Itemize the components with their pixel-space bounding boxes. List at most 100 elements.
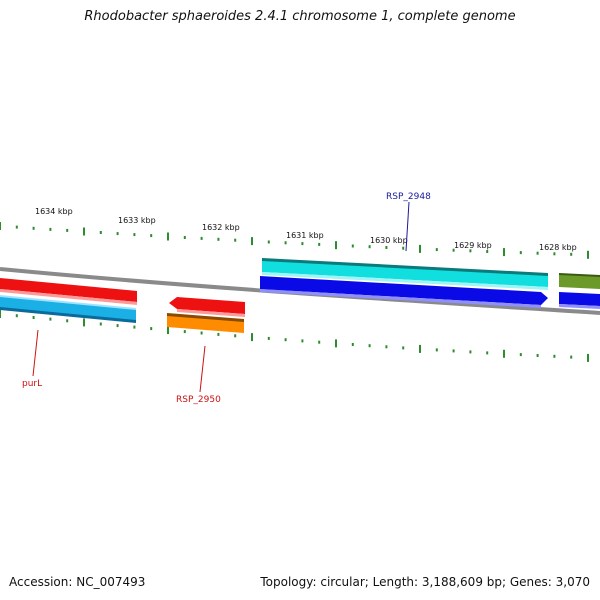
leader-purL xyxy=(32,329,39,377)
minor-tick xyxy=(183,236,186,239)
major-tick xyxy=(419,244,421,253)
minor-tick xyxy=(99,231,102,234)
gene-label-purL[interactable]: purL xyxy=(22,379,42,389)
scale-label-1634: 1634 kbp xyxy=(35,207,73,216)
minor-tick xyxy=(351,343,354,346)
minor-tick xyxy=(200,331,203,335)
minor-tick xyxy=(267,336,270,340)
minor-tick xyxy=(318,242,321,246)
major-tick xyxy=(0,222,1,230)
major-tick xyxy=(587,353,589,362)
gene-purL-highlight xyxy=(0,289,137,305)
minor-tick xyxy=(435,348,438,352)
minor-tick xyxy=(99,322,102,326)
minor-tick xyxy=(133,233,136,237)
genome-summary-text: Topology: circular; Length: 3,188,609 bp… xyxy=(260,575,590,589)
gene-RSP_2950-edge xyxy=(167,313,244,322)
gene-light-blue-left-edge xyxy=(0,295,136,310)
minor-tick xyxy=(32,226,35,230)
minor-tick xyxy=(469,350,472,354)
minor-tick xyxy=(49,317,52,321)
scale-label-1631: 1631 kbp xyxy=(286,231,324,240)
gene-light-blue-left[interactable] xyxy=(0,296,136,321)
outer-tick-marks xyxy=(0,222,589,259)
gene-red-arrow-left[interactable] xyxy=(169,297,245,314)
minor-tick xyxy=(553,354,556,358)
minor-tick xyxy=(536,251,539,255)
minor-tick xyxy=(284,338,287,342)
minor-tick xyxy=(519,251,522,255)
minor-tick xyxy=(133,325,136,329)
map-title: Rhodobacter sphaeroides 2.4.1 chromosome… xyxy=(84,9,516,24)
gene-red-arrow-left-highlight xyxy=(177,309,245,317)
gene-olive-right-edge xyxy=(559,273,600,277)
minor-tick xyxy=(368,245,371,249)
gene-RSP_2948-edge xyxy=(262,258,548,276)
minor-tick xyxy=(452,349,455,353)
gene-RSP_2948[interactable] xyxy=(262,259,548,287)
major-tick xyxy=(419,344,421,353)
major-tick xyxy=(335,241,337,250)
major-tick xyxy=(167,232,169,241)
gene-blue-right-partial-highlight xyxy=(559,304,600,309)
minor-tick xyxy=(435,248,438,252)
minor-tick xyxy=(402,346,405,350)
major-tick xyxy=(251,237,253,246)
minor-tick xyxy=(267,240,270,244)
minor-tick xyxy=(385,246,388,249)
gene-light-blue-left-shadow xyxy=(0,307,136,323)
minor-tick xyxy=(66,319,69,323)
minor-tick xyxy=(234,238,237,242)
minor-tick xyxy=(486,250,489,253)
major-tick xyxy=(251,333,253,342)
gene-label-RSP_2950[interactable]: RSP_2950 xyxy=(176,395,221,405)
minor-tick xyxy=(150,234,153,238)
minor-tick xyxy=(402,246,405,250)
gene-label-RSP_2948[interactable]: RSP_2948 xyxy=(386,192,431,202)
minor-tick xyxy=(150,327,153,331)
minor-tick xyxy=(519,353,522,357)
scale-label-1633: 1633 kbp xyxy=(118,216,156,225)
inner-tick-marks xyxy=(0,310,589,362)
major-tick xyxy=(503,248,505,257)
minor-tick xyxy=(217,332,220,336)
gene-olive-right[interactable] xyxy=(559,274,600,289)
leader-RSP_2948 xyxy=(405,201,410,252)
minor-tick xyxy=(217,237,220,241)
minor-tick xyxy=(116,232,119,236)
scale-label-1629: 1629 kbp xyxy=(454,241,492,250)
minor-tick xyxy=(301,339,304,343)
major-tick xyxy=(83,318,85,327)
accession-text: Accession: NC_007493 xyxy=(9,575,146,589)
major-tick xyxy=(167,326,169,335)
minor-tick xyxy=(570,355,573,359)
minor-tick xyxy=(452,248,455,252)
major-tick xyxy=(0,310,1,318)
minor-tick xyxy=(183,330,186,334)
minor-tick xyxy=(385,345,388,349)
leader-RSP_2950 xyxy=(199,345,206,393)
minor-tick xyxy=(469,249,472,253)
minor-tick xyxy=(15,225,18,229)
major-tick xyxy=(587,250,589,259)
minor-tick xyxy=(368,344,371,348)
scale-label-1630: 1630 kbp xyxy=(370,236,408,245)
minor-tick xyxy=(15,314,18,318)
minor-tick xyxy=(301,242,304,246)
minor-tick xyxy=(234,334,237,338)
gene-blue-arrow-right[interactable] xyxy=(260,276,548,305)
minor-tick xyxy=(49,227,52,231)
minor-tick xyxy=(32,316,35,319)
major-tick xyxy=(83,227,85,236)
gene-blue-arrow-right-highlight xyxy=(260,289,541,308)
minor-tick xyxy=(570,252,573,256)
gene-RSP_2948-highlight xyxy=(262,272,548,290)
minor-tick xyxy=(486,351,489,355)
scale-label-1628: 1628 kbp xyxy=(539,243,577,252)
scale-label-1632: 1632 kbp xyxy=(202,223,240,232)
gene-purL[interactable] xyxy=(0,278,137,302)
major-tick xyxy=(335,339,337,348)
gene-blue-right-partial[interactable] xyxy=(559,292,600,306)
minor-tick xyxy=(66,228,69,232)
